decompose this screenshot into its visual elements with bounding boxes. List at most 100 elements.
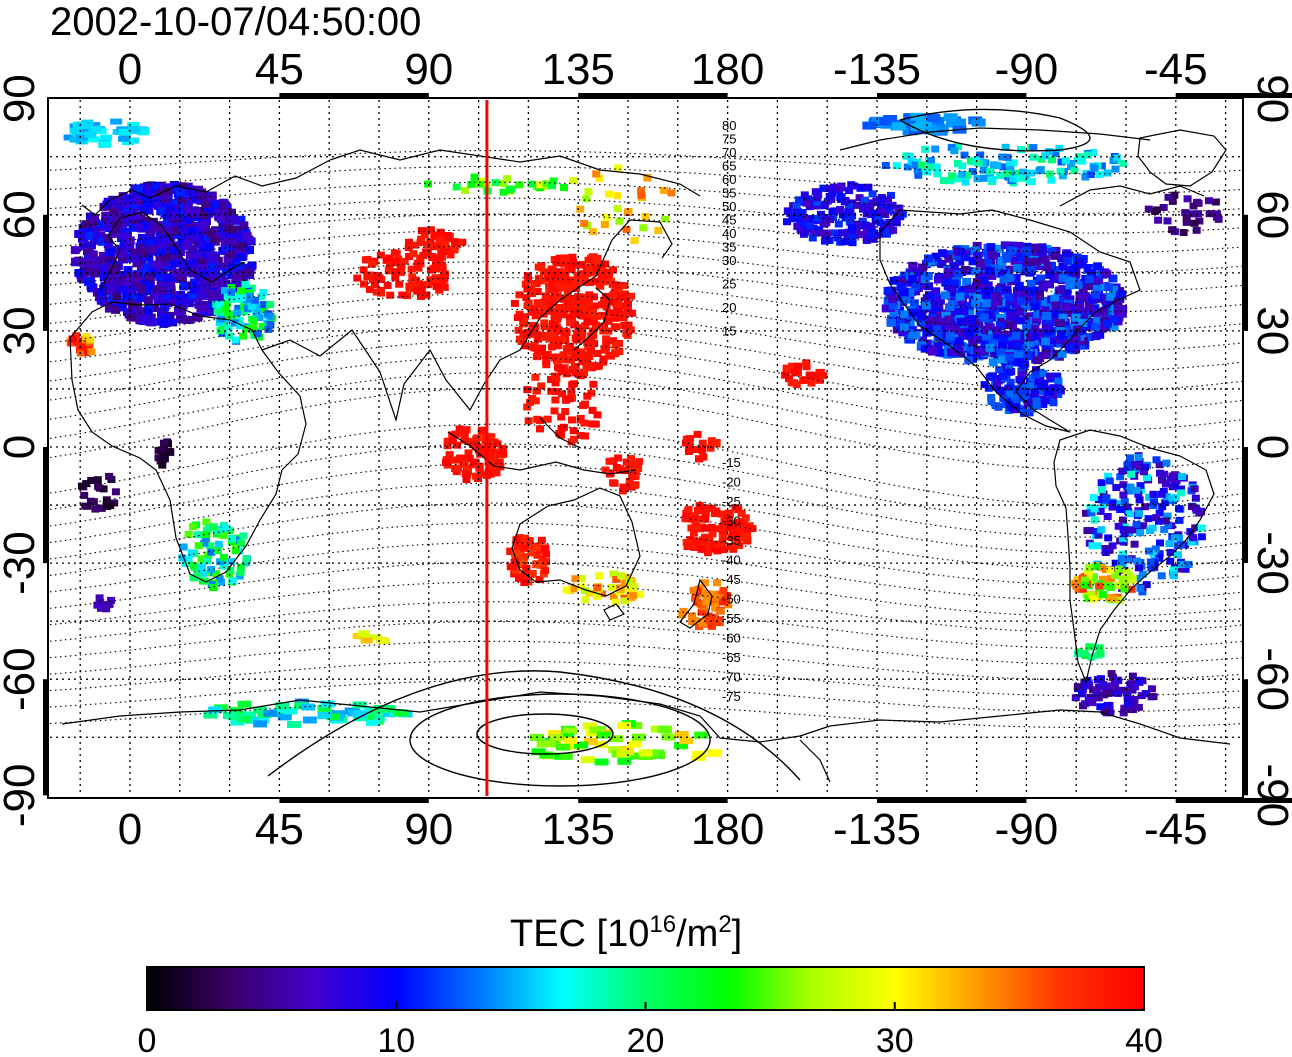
tec-cell <box>450 246 459 254</box>
tec-cell <box>219 553 228 561</box>
tec-cell <box>737 525 745 533</box>
tec-cell <box>799 220 808 228</box>
frame-tick-bars <box>43 93 1292 803</box>
tec-cell <box>622 293 631 301</box>
tec-cell <box>1072 325 1082 334</box>
tec-cell <box>1074 303 1084 312</box>
tec-cell <box>1154 517 1163 525</box>
tec-cell <box>783 207 792 215</box>
tec-cell <box>992 326 1002 335</box>
tec-cell <box>194 542 203 550</box>
tec-cell <box>616 750 631 758</box>
tec-cell <box>1006 166 1015 174</box>
tec-cell <box>1022 323 1032 332</box>
tec-cell <box>94 220 104 229</box>
tec-cell <box>558 276 567 284</box>
tec-cell <box>129 189 139 198</box>
tec-cell <box>101 211 111 220</box>
tec-cell <box>373 271 382 279</box>
magnetic-latitude-contour <box>49 388 1243 471</box>
tec-cell <box>231 547 240 555</box>
tec-cell <box>848 212 857 220</box>
tec-cell <box>191 208 201 217</box>
tec-cell <box>487 433 496 441</box>
tec-cell <box>1057 308 1067 317</box>
tec-cell <box>97 288 106 297</box>
tec-cell <box>603 269 612 277</box>
tec-cell <box>442 248 451 255</box>
tec-cell <box>576 372 585 380</box>
tec-cell <box>1005 161 1014 169</box>
left-lat-label: 30 <box>0 306 44 355</box>
tec-cell <box>431 274 440 282</box>
tec-cell <box>1029 153 1038 161</box>
tec-cell <box>994 244 1004 253</box>
tec-cell <box>1155 550 1164 558</box>
tec-cell <box>573 293 582 301</box>
tec-cell <box>565 395 574 403</box>
tec-cell <box>1130 540 1139 548</box>
tec-cell <box>452 183 461 191</box>
left-lat-label: 0 <box>0 435 44 459</box>
tec-cell <box>510 299 519 307</box>
tec-cell <box>165 447 174 455</box>
tec-cell <box>1181 209 1190 217</box>
tec-cell <box>82 480 91 488</box>
tec-cell <box>1088 699 1097 707</box>
tec-cell <box>543 415 552 423</box>
tec-cell <box>301 703 316 711</box>
tec-cell <box>578 306 587 314</box>
tec-cell <box>207 229 216 238</box>
tec-cell <box>283 707 298 715</box>
tec-cell <box>97 504 106 512</box>
tec-cell <box>923 168 932 176</box>
tec-cell <box>576 414 585 422</box>
tec-cell <box>454 464 463 472</box>
tec-cell <box>227 558 236 566</box>
tec-cell <box>933 331 943 340</box>
tec-cell <box>682 439 690 447</box>
tec-cell <box>421 227 430 235</box>
tec-cell <box>968 337 978 346</box>
tec-cell <box>1015 307 1025 316</box>
tec-cell <box>852 224 861 232</box>
tec-cell <box>630 237 639 245</box>
frame-bar-left <box>43 214 48 331</box>
tec-cell <box>428 252 437 260</box>
tec-cell <box>521 571 530 579</box>
tec-cell <box>1073 650 1082 658</box>
tec-cell <box>1050 251 1060 260</box>
tec-cell <box>866 204 874 212</box>
tec-cell <box>133 184 143 193</box>
tec-cell <box>1114 581 1123 589</box>
magnetic-latitude-labels: 8075706560555045403530252015-15-20-25-30… <box>722 118 741 704</box>
tec-cell <box>558 390 567 398</box>
magnetic-lat-label: 65 <box>722 159 736 174</box>
tec-cell <box>1118 550 1127 558</box>
tec-cell <box>103 503 112 510</box>
tec-cell <box>535 348 544 356</box>
tec-cell <box>701 515 710 523</box>
tec-cell <box>960 265 970 274</box>
tec-cell <box>584 188 593 196</box>
tec-cell <box>651 752 666 759</box>
tec-cell <box>93 476 102 484</box>
tec-cell <box>616 465 625 473</box>
tec-cell <box>819 184 828 192</box>
tec-cell <box>136 129 149 136</box>
tec-cell <box>551 396 560 404</box>
colorbar: TEC [1016/m2] 0 10 20 30 40 <box>138 911 1163 1057</box>
tec-cell <box>975 259 985 268</box>
tec-cell <box>1003 153 1012 161</box>
tec-cell <box>887 191 895 199</box>
tec-cell <box>998 341 1007 350</box>
magnetic-latitude-contour <box>49 660 1243 697</box>
tec-cell <box>1165 540 1174 548</box>
tec-cell <box>204 208 214 217</box>
bottom-lon-label: -90 <box>995 805 1059 854</box>
tec-cell <box>1005 364 1014 372</box>
tec-cell <box>548 331 557 339</box>
tec-cell <box>533 415 542 423</box>
tec-cell <box>969 325 979 334</box>
tec-cell <box>233 225 243 234</box>
